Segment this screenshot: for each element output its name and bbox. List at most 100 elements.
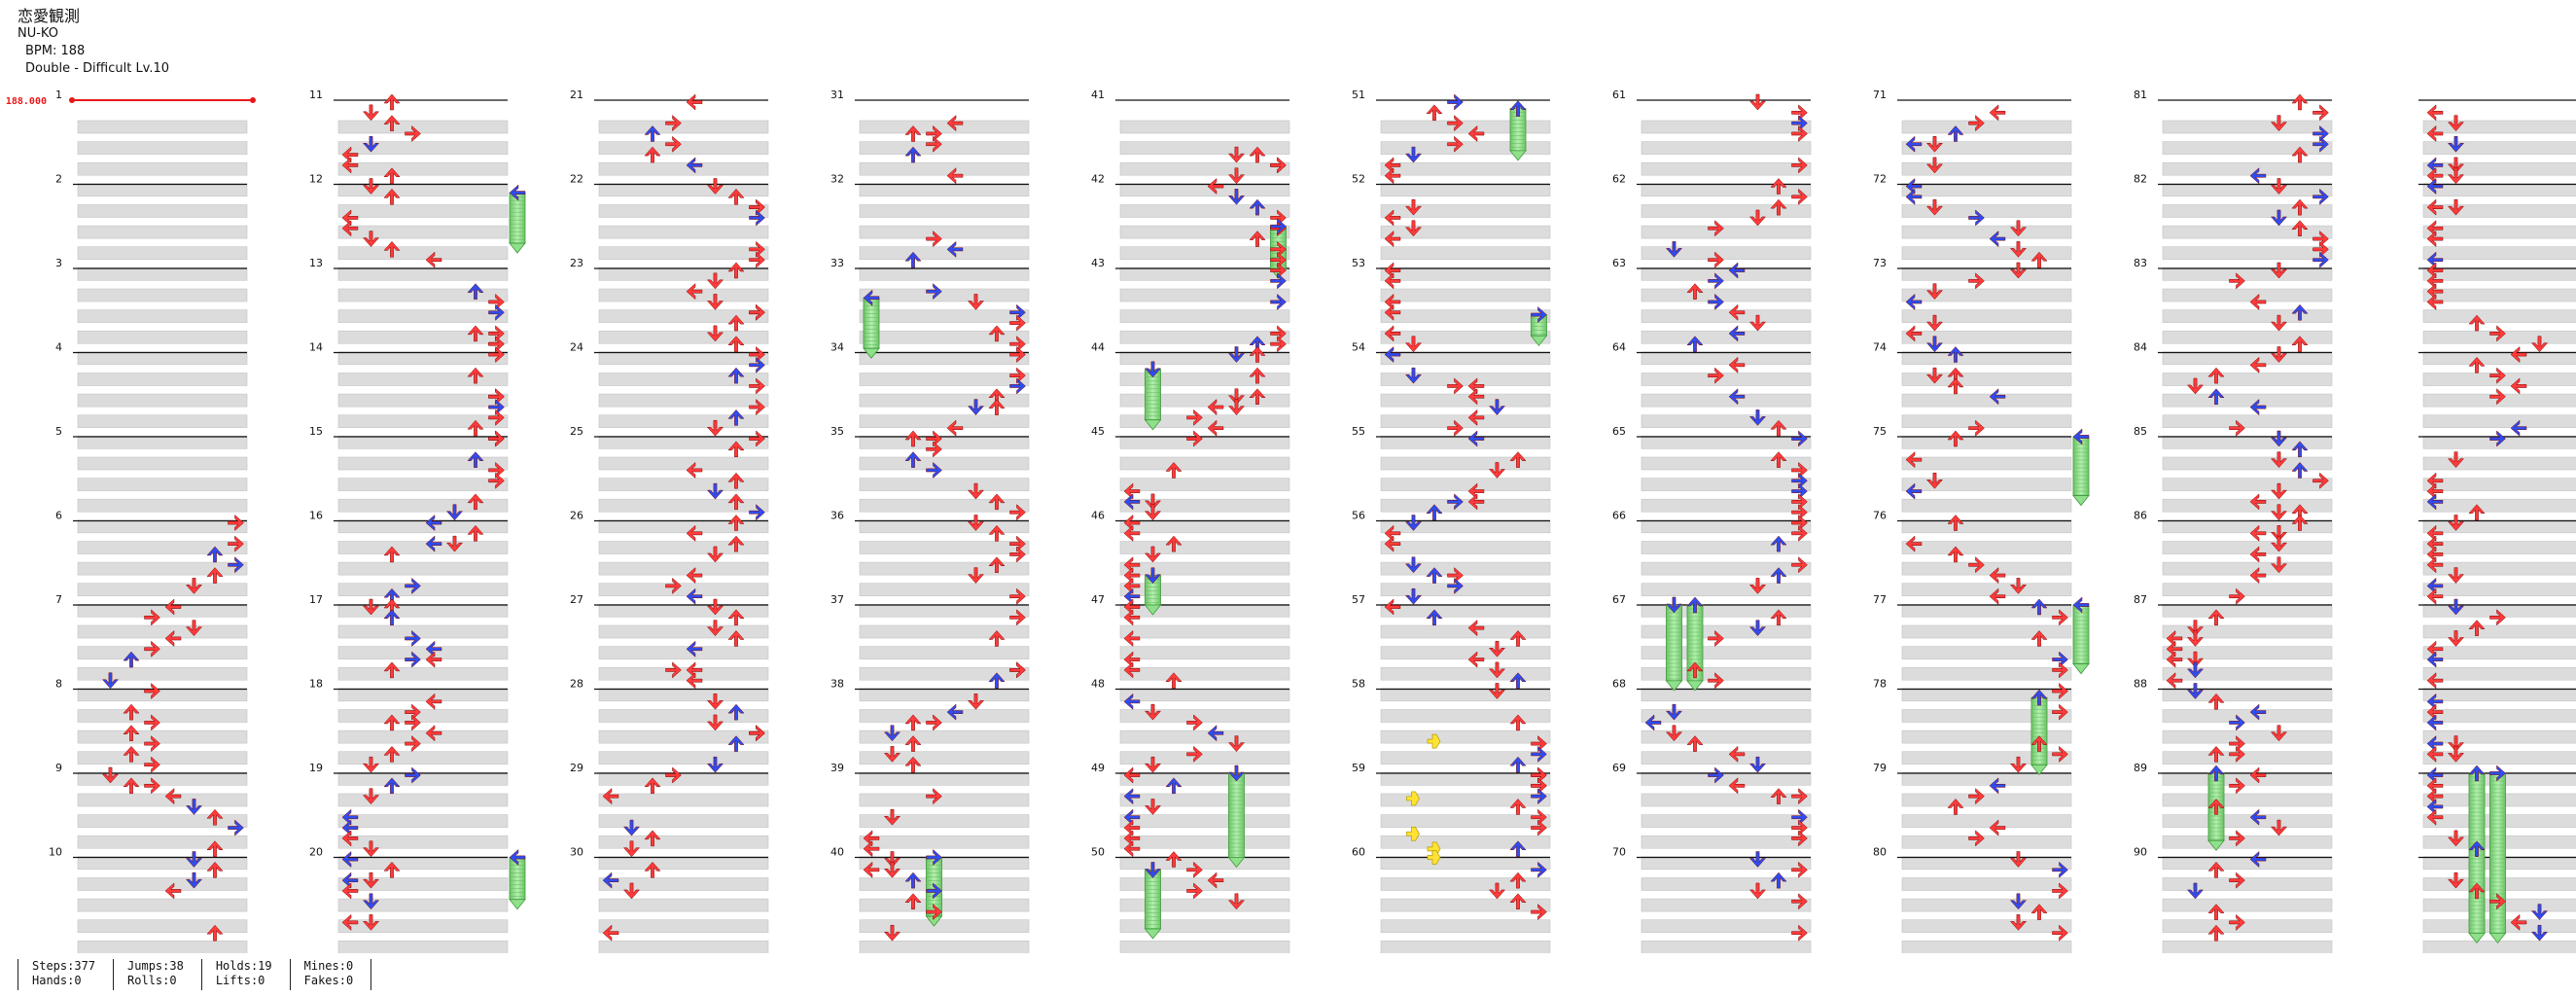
step-arrow-up	[1249, 231, 1266, 247]
beat-stripe	[1641, 709, 1812, 723]
step-arrow-down	[622, 882, 641, 900]
step-arrow-down	[1488, 641, 1506, 658]
measure-number: 47	[1091, 593, 1105, 606]
beat-stripe	[77, 814, 248, 828]
beat-stripe	[1119, 309, 1290, 323]
hold-note	[1665, 604, 1683, 692]
step-arrow-right	[405, 766, 421, 784]
step-arrow-right	[2312, 472, 2329, 489]
beat-stripe	[598, 541, 769, 554]
beat-stripe	[2422, 561, 2576, 576]
step-arrow-down	[967, 294, 985, 310]
step-arrow-left	[1989, 819, 2006, 836]
beat-stripe	[1119, 414, 1290, 429]
beat-stripe	[337, 646, 509, 659]
beat-stripe	[598, 183, 769, 197]
step-arrow-right	[749, 399, 765, 416]
step-arrow-left	[2166, 672, 2183, 690]
step-arrow-up	[904, 125, 922, 142]
step-arrow-right	[1968, 209, 1985, 227]
beat-stripe	[1380, 814, 1551, 828]
beat-stripe	[2162, 161, 2333, 176]
step-arrow-down	[362, 136, 380, 153]
beat-stripe	[337, 414, 509, 429]
step-arrow-down	[2009, 220, 2028, 237]
beat-stripe	[1119, 709, 1290, 723]
measure-number: 15	[309, 425, 323, 438]
beat-stripe	[1641, 666, 1812, 681]
beat-stripe	[77, 267, 248, 281]
beat-stripe	[2162, 373, 2333, 386]
step-arrow-right	[1708, 672, 1724, 690]
beat-stripe	[1901, 288, 2072, 302]
measure-column	[334, 99, 509, 953]
measure-number: 78	[1873, 678, 1887, 691]
beat-stripe	[2162, 414, 2333, 429]
beat-stripe	[1380, 498, 1551, 513]
step-arrow-left	[2510, 377, 2527, 395]
beat-stripe	[598, 729, 769, 744]
step-arrow-up	[2468, 504, 2486, 520]
beat-stripe	[1901, 204, 2072, 218]
beat-stripe	[859, 330, 1030, 344]
beat-stripe	[337, 688, 509, 702]
beat-stripe	[1119, 771, 1290, 786]
step-arrow-left	[1467, 651, 1485, 668]
beat-stripe	[598, 624, 769, 639]
step-arrow-left	[686, 157, 703, 174]
beat-stripe	[1119, 225, 1290, 239]
step-arrow-right	[1791, 924, 1808, 942]
beat-stripe	[1380, 919, 1551, 934]
step-arrow-up	[988, 556, 1006, 573]
step-arrow-left	[686, 567, 703, 585]
beat-stripe	[1901, 456, 2072, 471]
beat-stripe	[1901, 183, 2072, 197]
step-arrow-right	[2229, 913, 2245, 931]
measure-number: 62	[1612, 173, 1626, 186]
step-arrow-down	[2447, 872, 2465, 889]
step-arrow-down	[2186, 661, 2205, 679]
step-arrow-down	[1925, 136, 1944, 153]
step-arrow-right	[1708, 367, 1724, 384]
step-arrow-left	[946, 115, 964, 132]
step-arrow-up	[1509, 893, 1527, 909]
step-arrow-up	[1509, 672, 1527, 689]
beat-stripe	[1380, 141, 1551, 155]
step-arrow-right	[1447, 115, 1464, 132]
measure-number: 6	[55, 510, 62, 522]
step-arrow-down	[101, 672, 120, 690]
step-arrow-up	[2291, 146, 2309, 163]
step-arrow-up	[2468, 356, 2486, 374]
measure-number: 60	[1352, 846, 1365, 859]
step-arrow-down	[1925, 283, 1944, 301]
step-arrow-right	[1791, 430, 1808, 447]
beat-stripe	[1641, 877, 1812, 891]
measure-number: 30	[570, 846, 583, 859]
step-arrow-left	[686, 524, 703, 542]
step-arrow-down	[2447, 115, 2465, 132]
beat-stripe	[1641, 646, 1812, 659]
step-arrow-down	[2186, 630, 2205, 647]
step-arrow-up	[206, 808, 224, 826]
step-arrow-down	[2447, 567, 2465, 584]
step-arrow-down	[2447, 746, 2465, 763]
beat-stripe	[1641, 583, 1812, 597]
beat-stripe	[859, 877, 1030, 891]
step-arrow-up	[2207, 924, 2225, 942]
step-arrow-left	[1989, 567, 2006, 585]
measure-number: 85	[2134, 425, 2147, 438]
step-arrow-up	[1509, 799, 1527, 815]
step-arrow-up	[1509, 714, 1527, 731]
step-arrow-left	[1728, 262, 1746, 279]
beat-stripe	[1901, 373, 2072, 386]
measure-number: 37	[830, 593, 844, 606]
step-arrow-up	[1165, 672, 1182, 689]
beat-stripe	[1641, 478, 1812, 491]
beat-stripe	[1901, 919, 2072, 934]
step-arrow-down	[2270, 525, 2288, 542]
step-arrow-left	[2426, 672, 2444, 690]
beat-stripe	[1641, 351, 1812, 366]
step-arrow-down	[706, 294, 724, 310]
step-arrow-right	[749, 725, 765, 742]
step-arrow-left	[341, 830, 359, 847]
